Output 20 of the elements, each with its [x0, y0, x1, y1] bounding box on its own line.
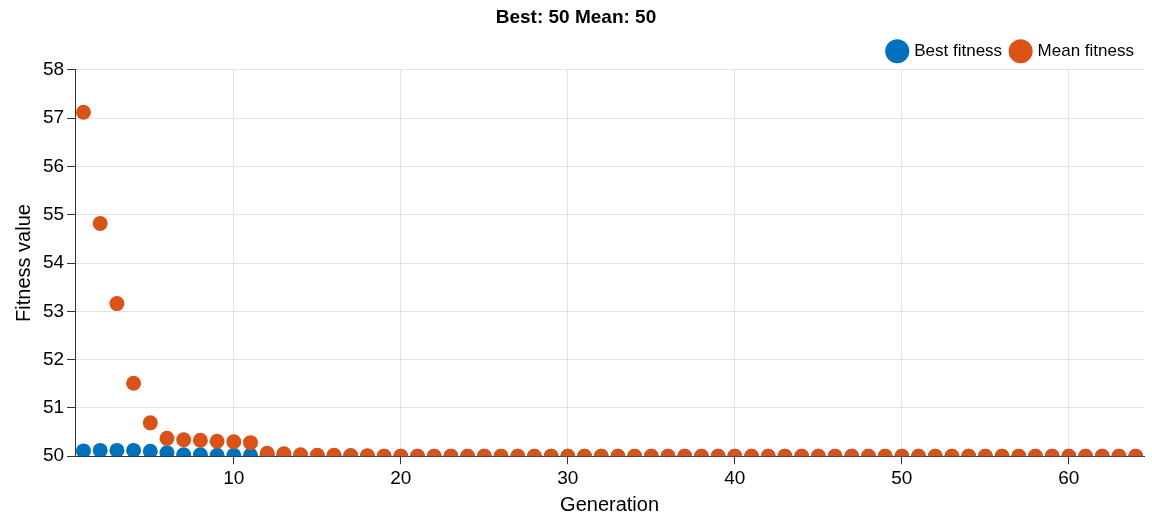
- y-tick-label: 56: [42, 154, 65, 176]
- legend-label: Best fitness: [914, 40, 1003, 60]
- y-tick-label: 58: [42, 58, 65, 80]
- x-tick-label: 40: [724, 466, 746, 488]
- x-axis-title: Generation: [560, 492, 660, 515]
- x-tick-label: 30: [557, 466, 579, 488]
- y-axis-title: Fitness value: [11, 204, 34, 322]
- x-tick-label: 10: [223, 466, 245, 488]
- y-tick-label: 50: [42, 444, 65, 466]
- x-tick-label: 50: [891, 466, 913, 488]
- y-tick-label: 54: [42, 251, 65, 273]
- x-tick-label: 60: [1058, 466, 1080, 488]
- y-tick-label: 51: [42, 396, 65, 418]
- y-tick-label: 57: [42, 106, 65, 128]
- y-tick-label: 53: [42, 299, 65, 321]
- legend-label: Mean fitness: [1037, 40, 1135, 60]
- x-tick-label: 20: [390, 466, 412, 488]
- chart-title: Best: 50 Mean: 50: [495, 5, 657, 27]
- y-tick-label: 55: [42, 202, 65, 224]
- y-tick-label: 52: [42, 347, 65, 369]
